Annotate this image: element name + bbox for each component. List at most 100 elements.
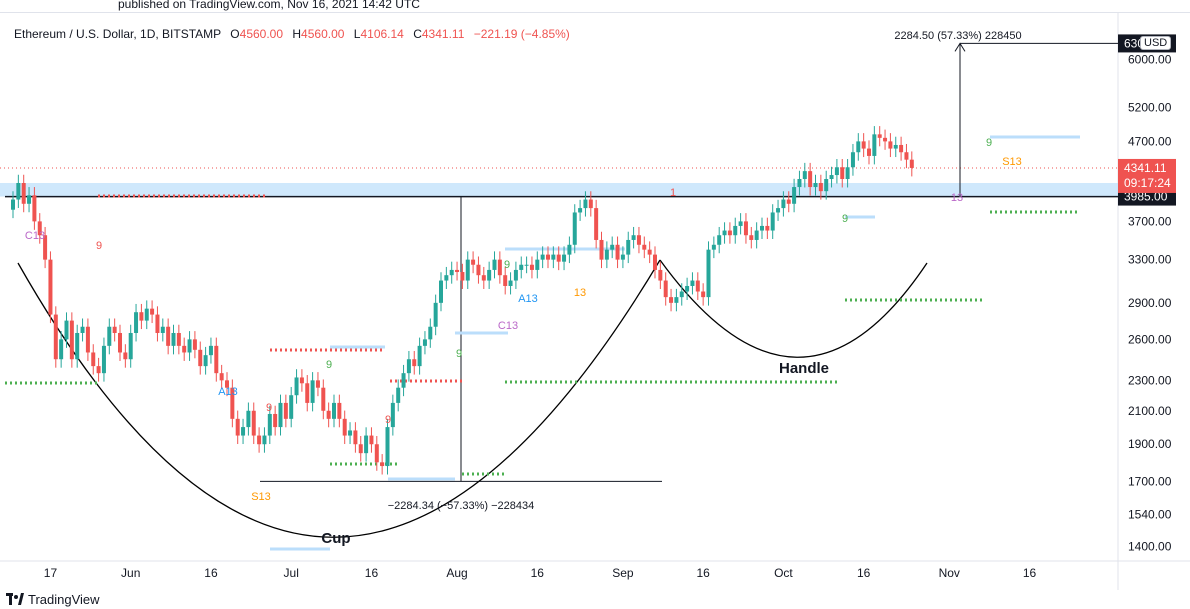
published-note-bar: published on TradingView.com, Nov 16, 20… [0, 0, 1190, 12]
candle-body [786, 199, 791, 204]
candle-body [85, 326, 90, 353]
candle-body [840, 167, 845, 179]
candle-body [21, 183, 26, 204]
candle-body [492, 259, 497, 270]
candle-body [754, 230, 759, 240]
candle-body [37, 221, 42, 236]
neckline-price-label: 3985.00 [1124, 190, 1168, 204]
symbol-title: Ethereum / U.S. Dollar, 1D, BITSTAMP [14, 27, 221, 41]
candle-body [380, 462, 385, 467]
td-label: 9 [504, 259, 510, 271]
candle-body [214, 345, 219, 374]
candle-body [508, 280, 513, 286]
y-tick-label: 2100.00 [1128, 404, 1172, 418]
arrow-head-up [954, 42, 966, 52]
candlestick-chart[interactable]: 1400.00 1540.00 1700.00 1900.00 2100.00 2300.… [0, 13, 1190, 590]
candle-body [390, 402, 395, 428]
currency-button[interactable]: USD [1140, 36, 1172, 50]
cup-curve [17, 259, 661, 538]
published-note: published on TradingView.com, Nov 16, 20… [118, 0, 420, 11]
candle-body [241, 427, 246, 436]
measure-bottom-label: −2284.34 (−57.33%) −228434 [388, 500, 535, 512]
td-label: A13 [218, 386, 238, 398]
candle-body [760, 225, 764, 231]
candle-body [203, 355, 208, 367]
td-label: 9 [266, 402, 272, 414]
candle-body [59, 339, 64, 360]
chart-area[interactable]: 1400.00 1540.00 1700.00 1900.00 2100.00 2300.… [0, 12, 1190, 590]
candle-body [653, 254, 657, 270]
candle-body [781, 199, 786, 209]
candle-body [219, 373, 224, 381]
candle-body [519, 264, 524, 270]
x-tick-label: 16 [365, 566, 379, 580]
candle-body [353, 430, 358, 445]
candle-body [385, 427, 390, 467]
y-tick-label: 1400.00 [1128, 539, 1172, 553]
candle-body [471, 259, 476, 265]
candle-body [262, 435, 267, 445]
candle-body [722, 230, 727, 236]
candle-body [53, 314, 58, 360]
candle-body [893, 144, 898, 149]
candle-body [417, 345, 422, 367]
x-tick-label: Nov [939, 566, 960, 580]
x-tick-label: 16 [1023, 566, 1037, 580]
candle-body [497, 259, 502, 276]
candle-body [251, 410, 256, 436]
x-tick-label: Jun [121, 566, 140, 580]
candle-body [610, 244, 615, 250]
candle-body [139, 312, 144, 321]
candle-body [503, 275, 508, 286]
candle-body [620, 254, 625, 260]
x-tick-label: 17 [44, 566, 58, 580]
candle-body [727, 230, 732, 236]
candle-body [701, 291, 706, 298]
candle-body [69, 320, 74, 360]
candle-body [733, 225, 738, 236]
candle-body [128, 332, 133, 360]
candle-body [428, 326, 433, 340]
candle-body [829, 175, 834, 179]
tradingview-logo-icon [6, 593, 24, 605]
candle-body [449, 269, 454, 276]
y-tick-label: 2900.00 [1128, 296, 1172, 310]
candle-body [160, 326, 165, 333]
candle-body [845, 167, 850, 179]
candle-body [867, 148, 871, 156]
x-tick-label: 16 [696, 566, 710, 580]
td-label: C13 [25, 230, 45, 242]
candle-body [685, 285, 690, 292]
candle-body [690, 280, 695, 286]
candle-body [562, 254, 567, 262]
td-label: 9 [456, 348, 462, 360]
x-tick-label: 16 [531, 566, 545, 580]
td-label: 9 [986, 137, 992, 149]
candle-body [358, 444, 363, 454]
candle-body [439, 280, 443, 303]
candle-body [171, 332, 176, 346]
candle-body [289, 395, 294, 419]
candle-body [455, 269, 460, 273]
current-price-label: 4341.11 [1124, 161, 1167, 175]
candle-body [43, 235, 48, 260]
candle-body [824, 178, 829, 192]
candle-body [96, 366, 101, 374]
candle-body [663, 280, 668, 298]
candle-body [524, 264, 529, 266]
candle-body [717, 235, 722, 245]
low-value: 4106.14 [360, 27, 404, 41]
change-value: −221.19 (−4.85%) [473, 27, 570, 41]
td-label: S13 [1002, 156, 1022, 168]
x-tick-label: Sep [612, 566, 634, 580]
candle-body [487, 269, 492, 281]
candle-body [647, 249, 652, 255]
candle-body [615, 244, 620, 260]
candle-body [396, 387, 401, 403]
footer: TradingView [0, 589, 1190, 609]
candle-body [321, 387, 326, 411]
candle-body [342, 418, 347, 436]
candle-body [235, 418, 240, 436]
x-tick-label: 16 [204, 566, 218, 580]
candle-body [299, 377, 304, 384]
